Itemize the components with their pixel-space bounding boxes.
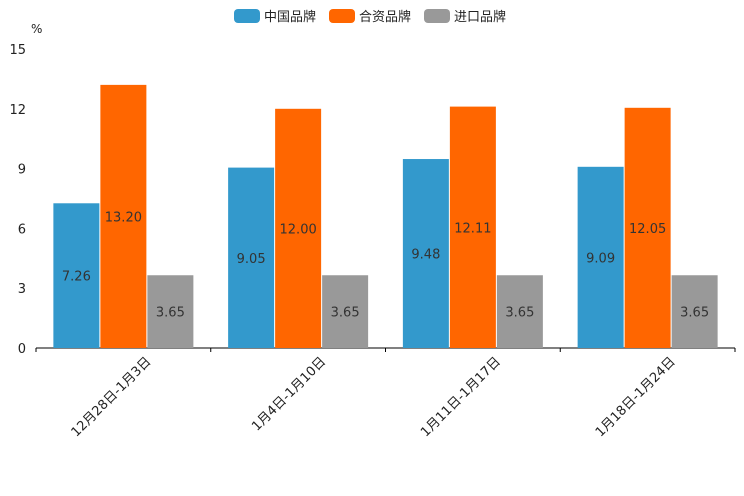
y-tick-label: 6 [18, 222, 26, 237]
bar-1-4[interactable] [577, 166, 624, 348]
data-label: 13.20 [105, 210, 142, 225]
x-tick-label: 12月28日-1月3日 [69, 354, 155, 440]
bar-3-1[interactable] [147, 275, 194, 348]
x-tick-label: 1月11日-1月17日 [418, 354, 504, 440]
legend: 中国品牌 合资品牌 进口品牌 [234, 9, 506, 25]
legend-swatch[interactable] [329, 9, 355, 23]
y-tick-label: 12 [9, 103, 26, 118]
data-label: 9.09 [586, 251, 615, 266]
data-label: 3.65 [680, 306, 709, 321]
data-label: 3.65 [156, 306, 185, 321]
bar-1-1[interactable] [53, 203, 100, 348]
y-tick-label: 3 [18, 282, 26, 297]
bar-3-3[interactable] [496, 275, 543, 348]
bars: 7.26 13.20 3.65 9.05 12.00 3.65 9.48 12.11 3.65 9… [53, 84, 718, 348]
data-label: 9.48 [411, 248, 440, 263]
bar-3-2[interactable] [322, 275, 369, 348]
data-label: 12.05 [629, 222, 666, 237]
bar-2-1[interactable] [100, 84, 147, 348]
data-label: 12.11 [454, 221, 491, 236]
legend-swatch[interactable] [234, 9, 260, 23]
y-tick-label: 15 [9, 43, 26, 58]
legend-label[interactable]: 中国品牌 [264, 9, 316, 25]
data-label: 3.65 [505, 306, 534, 321]
x-tick-label: 1月4日-1月10日 [249, 354, 329, 434]
data-label: 9.05 [237, 252, 266, 267]
data-label: 7.26 [62, 270, 91, 285]
legend-label[interactable]: 合资品牌 [359, 9, 411, 25]
y-axis-unit: % [31, 22, 42, 36]
bar-2-3[interactable] [449, 106, 496, 348]
data-label: 12.00 [280, 222, 317, 237]
legend-label[interactable]: 进口品牌 [454, 9, 506, 25]
y-tick-label: 9 [18, 163, 26, 178]
bar-1-2[interactable] [228, 167, 275, 348]
y-tick-label: 0 [18, 342, 26, 357]
x-axis: 12月28日-1月3日 1月4日-1月10日 1月11日-1月17日 1月18日-1月… [35, 348, 736, 440]
bar-2-4[interactable] [624, 107, 671, 348]
bar-3-4[interactable] [671, 275, 718, 348]
bar-1-3[interactable] [402, 159, 449, 348]
legend-swatch[interactable] [424, 9, 450, 23]
x-tick-label: 1月18日-1月24日 [593, 354, 679, 440]
bar-2-2[interactable] [275, 108, 322, 348]
data-label: 3.65 [331, 306, 360, 321]
